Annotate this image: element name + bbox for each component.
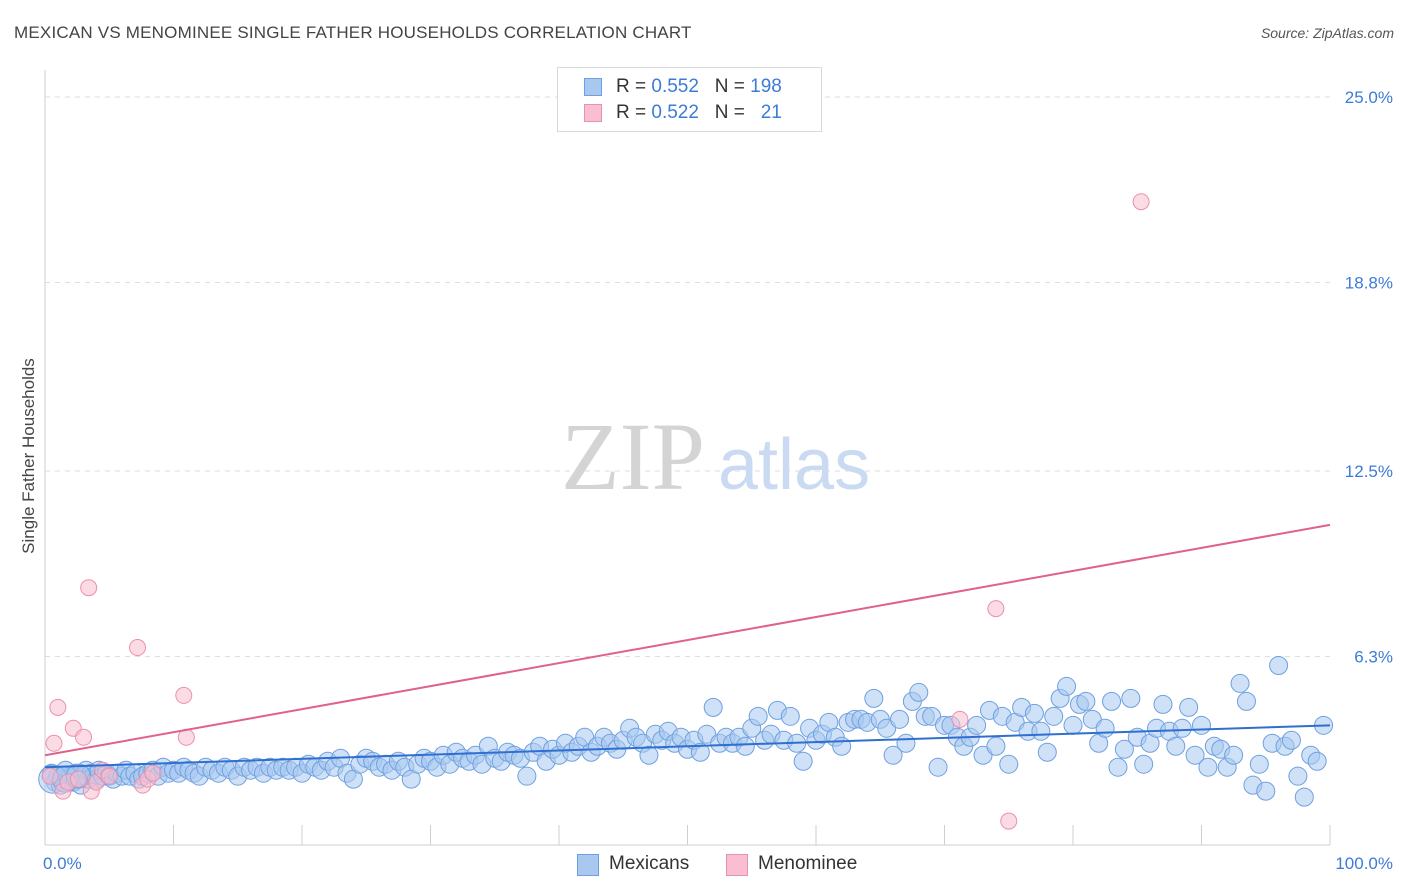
grid-lines: [45, 96, 1330, 658]
menominee-point: [69, 770, 87, 788]
mexicans-point: [909, 682, 929, 702]
mexicans-point: [1249, 754, 1269, 774]
y-tick-label: 6.3%: [1354, 648, 1393, 667]
mexicans-point: [967, 715, 987, 735]
menominee-point: [75, 728, 93, 746]
mexicans-point: [1294, 787, 1314, 807]
mexicans-point: [883, 745, 903, 765]
watermark: ZIP atlas: [561, 403, 870, 510]
menominee-point: [80, 579, 98, 597]
mexicans-point: [1230, 673, 1250, 693]
mexicans-point: [1076, 691, 1096, 711]
tick-labels: 25.0% 18.8% 12.5% 6.3% 0.0% 100.0%: [43, 88, 1393, 873]
menominee-point: [1000, 812, 1018, 830]
mexicans-point: [1236, 691, 1256, 711]
mexicans-point: [1063, 715, 1083, 735]
menominee-point: [144, 764, 162, 782]
legend-menominee-swatch: [726, 854, 748, 876]
mexicans-point: [1102, 691, 1122, 711]
menominee-point: [1132, 193, 1150, 211]
mexicans-point: [1192, 715, 1211, 735]
mexicans-point: [1095, 718, 1115, 738]
axes: [44, 70, 1331, 846]
mexicans-point: [735, 736, 755, 756]
mexicans-point: [703, 697, 723, 717]
menominee-n-value: 21: [760, 102, 782, 123]
mexicans-point: [1281, 730, 1301, 750]
mexicans-point: [793, 751, 813, 771]
legend-mexicans-swatch: [577, 854, 599, 876]
chart-title: MEXICAN VS MENOMINEE SINGLE FATHER HOUSE…: [14, 23, 692, 42]
mexicans-point: [748, 706, 768, 726]
mexicans-point: [1198, 757, 1218, 777]
watermark-atlas: atlas: [718, 425, 870, 505]
mexicans-swatch: [584, 78, 602, 96]
mexicans-point: [690, 742, 710, 762]
mexicans-point: [1179, 697, 1199, 717]
mexicans-point: [1114, 739, 1134, 759]
mexicans-point: [1288, 766, 1308, 786]
menominee-r-value: 0.522: [651, 102, 699, 123]
menominee-points: [41, 193, 1150, 830]
mexicans-trend-line: [44, 724, 1331, 769]
mexicans-point: [864, 688, 884, 708]
mexicans-point: [1024, 703, 1044, 723]
x-tick-label: 100.0%: [1335, 854, 1393, 873]
menominee-point: [41, 767, 59, 785]
mexicans-point: [1037, 742, 1057, 762]
menominee-point: [987, 600, 1005, 618]
mexicans-point: [1121, 688, 1141, 708]
legend-menominee-label: Menominee: [758, 853, 858, 874]
mexicans-point: [1256, 781, 1276, 801]
mexicans-point: [1185, 745, 1205, 765]
trend-lines: [44, 523, 1331, 769]
menominee-point: [129, 639, 147, 657]
legend-mexicans-label: Mexicans: [609, 853, 690, 874]
watermark-zip: ZIP: [561, 403, 705, 510]
mexicans-point: [986, 736, 1006, 756]
mexicans-point: [999, 754, 1019, 774]
y-axis-label: Single Father Households: [19, 358, 38, 554]
mexicans-point: [832, 736, 852, 756]
mexicans-point: [1172, 718, 1192, 738]
y-tick-label: 18.8%: [1345, 274, 1393, 293]
mexicans-point: [1031, 721, 1051, 741]
source-label: Source: ZipAtlas.com: [1260, 25, 1394, 41]
mexicans-point: [1153, 694, 1173, 714]
y-tick-label: 25.0%: [1345, 88, 1393, 107]
mexicans-point: [1108, 757, 1128, 777]
mexicans-point: [1224, 745, 1244, 765]
mexicans-point: [1044, 706, 1064, 726]
menominee-swatch: [584, 104, 602, 122]
mexicans-point: [517, 766, 537, 786]
menominee-point: [49, 698, 67, 716]
menominee-point: [951, 710, 969, 728]
y-tick-label: 12.5%: [1345, 462, 1393, 481]
menominee-point: [100, 767, 118, 785]
mexicans-n-value: 198: [750, 76, 782, 97]
mexicans-point: [1057, 676, 1077, 696]
mexicans-point: [896, 733, 916, 753]
mexicans-point: [1307, 751, 1327, 771]
mexicans-point: [780, 706, 800, 726]
mexicans-point: [928, 757, 948, 777]
mexicans-point: [1166, 736, 1186, 756]
menominee-point: [45, 734, 63, 752]
x-tick-label: 0.0%: [43, 854, 82, 873]
stats-legend: R = 0.552 N = 198 R = 0.522 N = 21: [557, 67, 822, 132]
mexicans-point: [1134, 754, 1154, 774]
menominee-trend-line: [44, 523, 1331, 757]
menominee-point: [175, 686, 193, 704]
mexicans-point: [1269, 655, 1289, 675]
mexicans-r-value: 0.552: [651, 76, 699, 97]
mexicans-point: [639, 745, 659, 765]
mexicans-point: [890, 709, 910, 729]
